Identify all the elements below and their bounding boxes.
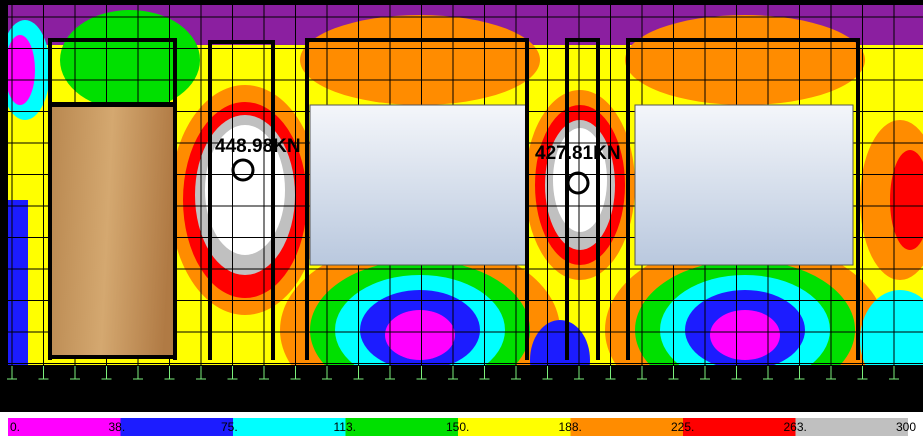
marker <box>566 171 590 195</box>
force-label: 427.81KN <box>535 143 621 164</box>
supports <box>7 366 899 380</box>
legend-label: 300 <box>896 420 916 434</box>
door <box>48 103 177 359</box>
legend-label: 150. <box>446 420 469 434</box>
legend-label: 75. <box>221 420 238 434</box>
legend-swatch <box>570 418 683 436</box>
frame-lines <box>48 38 860 360</box>
legend-label: 0. <box>10 420 20 434</box>
legend-swatch <box>8 418 121 436</box>
legend: 0. 38. 75. 113. 150. 188. 225. 263. 300 <box>8 418 916 436</box>
legend-swatch <box>458 418 571 436</box>
legend-swatch <box>683 418 796 436</box>
window <box>309 104 528 266</box>
legend-label: 38. <box>109 420 126 434</box>
legend-swatch <box>795 418 908 436</box>
force-label: 448.98KN <box>215 136 301 157</box>
legend-swatch <box>120 418 233 436</box>
legend-label: 188. <box>559 420 582 434</box>
legend-swatch <box>233 418 346 436</box>
legend-label: 225. <box>671 420 694 434</box>
marker <box>231 158 255 182</box>
legend-swatch <box>345 418 458 436</box>
legend-label: 113. <box>334 420 356 434</box>
window <box>634 104 854 266</box>
legend-label: 263. <box>784 420 807 434</box>
